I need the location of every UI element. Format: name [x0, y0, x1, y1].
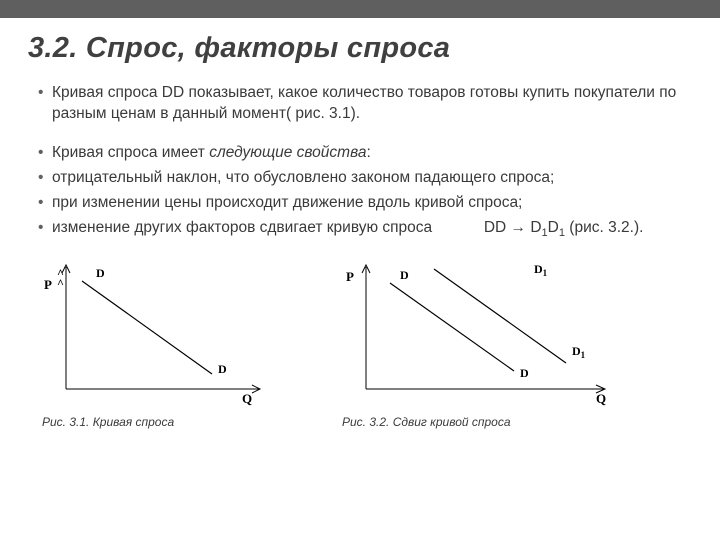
bullet-2d-text: изменение других факторов сдвигает криву…	[52, 219, 432, 236]
fig2-D1top: D1	[534, 262, 548, 278]
fig2-Dtop: D	[400, 268, 409, 282]
bullet-2b: отрицательный наклон, что обусловлено за…	[38, 168, 692, 189]
bullet-group-2: Кривая спроса имеет следующие свойства: …	[28, 143, 692, 241]
fig1-Dtop: D	[96, 266, 105, 280]
top-bar	[0, 0, 720, 18]
bullet-2a: Кривая спроса имеет следующие свойства:	[38, 143, 692, 164]
fig2-caption: Рис. 3.2. Сдвиг кривой спроса	[334, 415, 624, 429]
bullet-2a-italic: следующие свойства	[209, 144, 366, 161]
bullet-2a-text: Кривая спроса имеет	[52, 144, 209, 161]
slide-title: 3.2. Спрос, факторы спроса	[28, 32, 692, 65]
svg-text:^: ^	[57, 276, 64, 290]
bullet-2a-after: :	[366, 144, 370, 161]
fig1-caption: Рис. 3.1. Кривая спроса	[34, 415, 274, 429]
fig1-svg: P Q D D ^ ^	[34, 259, 274, 409]
fig2-svg: P Q D D D1 D1	[334, 259, 624, 409]
bullet-group-1: Кривая спроса DD показывает, какое колич…	[28, 83, 692, 125]
figure-1: P Q D D ^ ^ Рис. 3.1. Кривая спроса	[34, 259, 274, 429]
fig1-Dbot: D	[218, 362, 227, 376]
bullet-1: Кривая спроса DD показывает, какое колич…	[38, 83, 692, 125]
fig2-Q: Q	[596, 391, 606, 406]
figures-row: P Q D D ^ ^ Рис. 3.1. Кривая спроса	[28, 259, 692, 429]
bullet-2c: при изменении цены происходит движение в…	[38, 193, 692, 214]
fig2-P: P	[346, 269, 354, 284]
fig2-D1bot: D1	[572, 344, 586, 360]
fig1-P: P	[44, 277, 52, 292]
fig2-Dbot: D	[520, 366, 529, 380]
slide-content: 3.2. Спрос, факторы спроса Кривая спроса…	[0, 18, 720, 429]
fig1-Q: Q	[242, 391, 252, 406]
figure-2: P Q D D D1 D1 Рис. 3.2. Сдвиг кривой спр…	[334, 259, 624, 429]
bullet-2d: изменение других факторов сдвигает криву…	[38, 218, 692, 241]
